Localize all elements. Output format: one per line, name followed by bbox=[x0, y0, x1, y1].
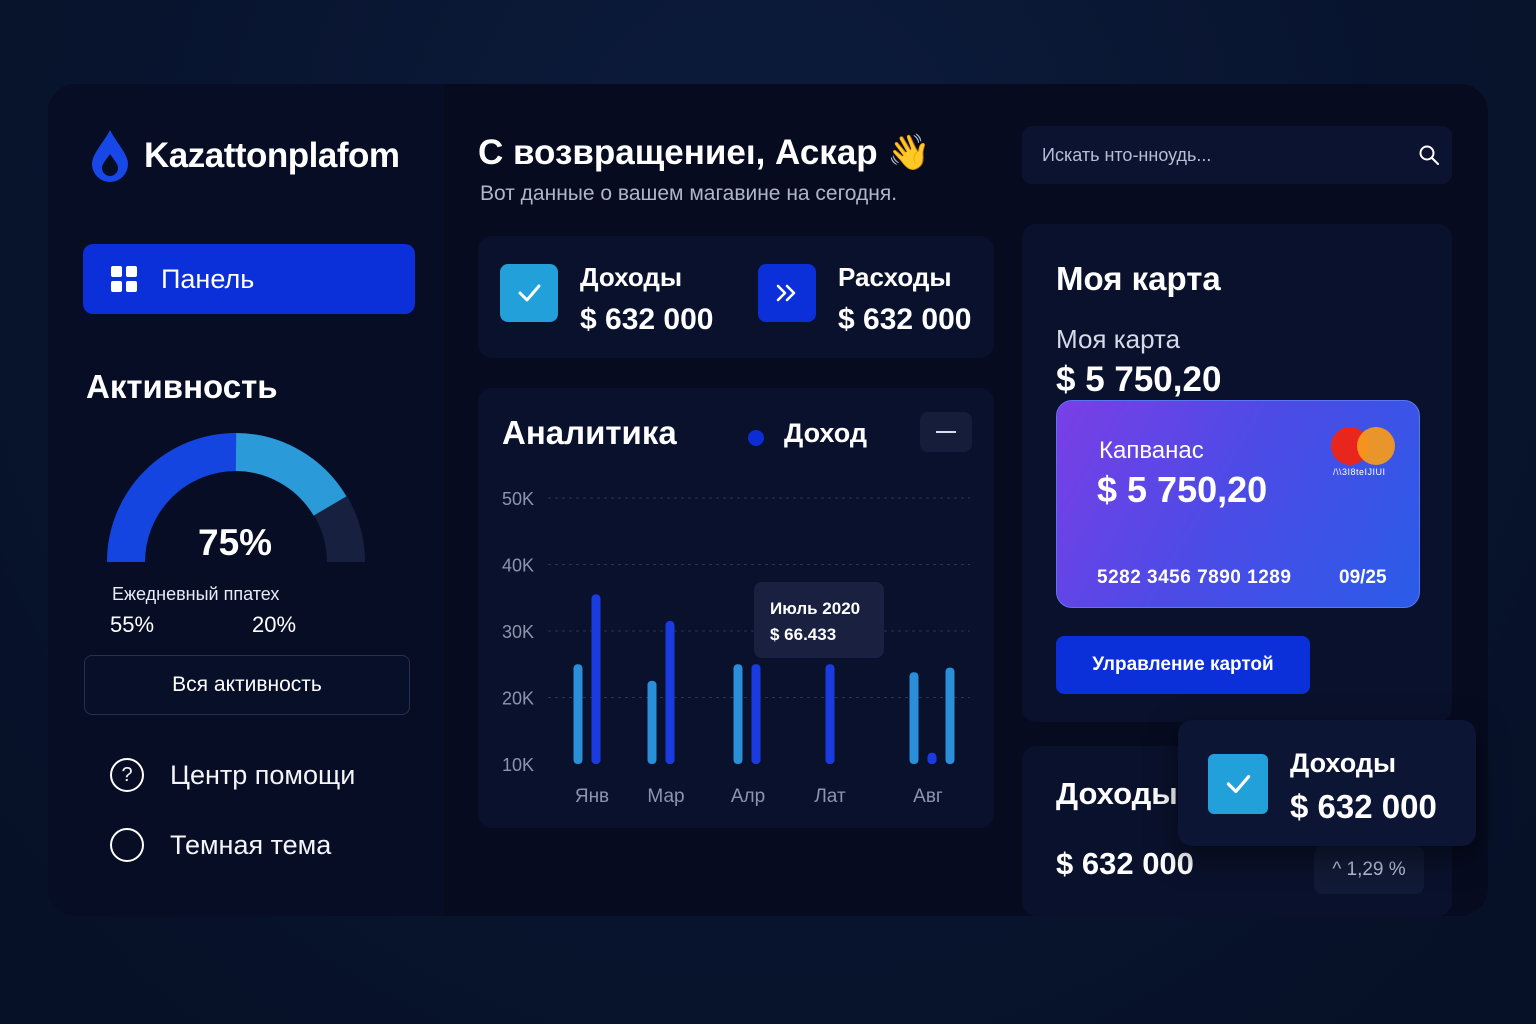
x-tick-label: Авг bbox=[913, 786, 943, 807]
drop-icon bbox=[92, 130, 128, 182]
card-holder: Капванас bbox=[1099, 437, 1204, 464]
floating-card-value: $ 632 000 bbox=[1290, 788, 1437, 825]
page-subtitle: Вот данные о вашем магавине на сегодня. bbox=[480, 182, 898, 205]
page-title: С возвращениeı, Аскар 👋 bbox=[478, 133, 931, 172]
all-activity-button[interactable]: Вся активность bbox=[84, 655, 410, 715]
kpi-label: Доходы bbox=[580, 262, 683, 292]
chart-bar[interactable] bbox=[591, 594, 601, 764]
gauge-segment-primary bbox=[107, 433, 237, 563]
circle-toggle-icon bbox=[110, 828, 144, 862]
chart-bar[interactable] bbox=[825, 664, 835, 764]
kpi-row: Доходы $ 632 000 Расходы $ 632 000 bbox=[478, 236, 994, 358]
chart-bar[interactable] bbox=[945, 667, 955, 764]
collapse-button[interactable] bbox=[920, 412, 972, 452]
gauge-caption: Ежедневный ппатех bbox=[112, 584, 280, 604]
y-tick-label: 50K bbox=[502, 489, 534, 509]
sidebar-item-panel[interactable]: Панель bbox=[83, 244, 415, 314]
x-tick-label: Мар bbox=[647, 786, 684, 807]
analytics-title: Аналитика bbox=[502, 414, 677, 451]
card-expiry: 09/25 bbox=[1339, 567, 1387, 588]
sidebar: Kazattonplafom Панель Активность 75% Еже… bbox=[48, 84, 444, 916]
kpi-value: $ 632 000 bbox=[580, 303, 714, 336]
search-bar[interactable]: Искать нто-нноудь... bbox=[1022, 126, 1452, 184]
income-value: $ 632 000 bbox=[1056, 846, 1194, 881]
chart-bar[interactable] bbox=[647, 680, 657, 764]
sidebar-item-label: Темная тема bbox=[170, 829, 332, 860]
kpi-expenses[interactable]: Расходы $ 632 000 bbox=[758, 236, 971, 337]
activity-title: Активность bbox=[86, 368, 278, 405]
double-chevron-right-icon bbox=[758, 264, 816, 322]
brand-logo[interactable]: Kazattonplafom bbox=[90, 128, 400, 184]
kpi-income[interactable]: Доходы $ 632 000 bbox=[500, 236, 713, 337]
y-tick-label: 10K bbox=[502, 755, 534, 775]
search-icon[interactable] bbox=[1406, 144, 1452, 166]
mastercard-logo-icon: /\\3I8teIJIUI bbox=[1331, 427, 1397, 477]
sidebar-item-help[interactable]: ? Центр помощи bbox=[110, 758, 355, 792]
kpi-value: $ 632 000 bbox=[838, 303, 972, 336]
analytics-panel: Аналитика Доход 50K 40K 30K 20K 10K Янв Мар Алр… bbox=[478, 388, 994, 828]
legend-label: Доход bbox=[784, 418, 868, 448]
tooltip-value: $ 66.433 bbox=[770, 625, 837, 644]
income-title: Доходы bbox=[1056, 776, 1178, 811]
search-input[interactable]: Искать нто-нноудь... bbox=[1042, 144, 1212, 165]
help-icon: ? bbox=[110, 758, 144, 792]
chart-bar[interactable] bbox=[733, 664, 743, 764]
app-window: Kazattonplafom Панель Активность 75% Еже… bbox=[48, 84, 1488, 916]
chart-bar[interactable] bbox=[909, 672, 919, 764]
stat-left: 55% bbox=[110, 612, 155, 637]
kpi-label: Расходы bbox=[838, 262, 952, 292]
floating-income-card[interactable]: Доходы $ 632 000 bbox=[1178, 720, 1476, 846]
manage-card-button[interactable]: Улравление картой bbox=[1056, 636, 1310, 694]
gauge-value: 75% bbox=[198, 522, 273, 563]
card-amount: $ 5 750,20 bbox=[1097, 469, 1268, 510]
chart-bar[interactable] bbox=[927, 752, 937, 764]
trend-badge: ^ 1,29 % bbox=[1314, 846, 1424, 894]
chart-bar[interactable] bbox=[751, 664, 761, 764]
card-brand-text: /\\3I8teIJIUI bbox=[1333, 467, 1386, 477]
x-tick-label: Янв bbox=[575, 786, 609, 807]
legend-marker bbox=[748, 430, 764, 446]
x-tick-label: Лат bbox=[814, 786, 846, 807]
sidebar-item-label: Панель bbox=[161, 263, 255, 294]
stat-right: 20% bbox=[252, 612, 297, 637]
minus-icon bbox=[936, 431, 956, 433]
tooltip-title: Июль 2020 bbox=[770, 599, 861, 618]
card-number: 5282 3456 7890 1289 bbox=[1097, 567, 1292, 588]
activity-gauge bbox=[107, 433, 365, 563]
chart-tooltip: Июль 2020 $ 66.433 bbox=[754, 582, 884, 658]
bank-card[interactable]: Капванас $ 5 750,20 /\\3I8teIJIUI 5282 3… bbox=[1056, 400, 1420, 608]
gauge-segment-secondary bbox=[235, 433, 347, 517]
y-tick-label: 20K bbox=[502, 689, 534, 709]
check-icon bbox=[500, 264, 558, 322]
my-card-panel: Моя карта Моя карта $ 5 750,20 Капванас … bbox=[1022, 224, 1452, 722]
my-card-title: Моя карта bbox=[1056, 260, 1221, 297]
my-card-balance: $ 5 750,20 bbox=[1056, 360, 1222, 399]
sidebar-item-label: Центр помощи bbox=[170, 759, 356, 790]
y-tick-label: 40K bbox=[502, 556, 534, 576]
floating-card-label: Доходы bbox=[1290, 748, 1397, 778]
check-icon bbox=[1208, 754, 1268, 814]
y-tick-label: 30K bbox=[502, 622, 534, 642]
analytics-chart: 50K 40K 30K 20K 10K Янв Мар Алр Лат Авг bbox=[502, 489, 970, 807]
sidebar-item-dark-theme[interactable]: Темная тема bbox=[110, 828, 331, 862]
x-tick-label: Алр bbox=[731, 786, 765, 807]
chart-bar[interactable] bbox=[665, 621, 675, 764]
chart-bar[interactable] bbox=[573, 664, 583, 764]
grid-icon bbox=[111, 266, 137, 292]
brand-name: Kazattonplafom bbox=[144, 136, 400, 175]
my-card-subtitle: Моя карта bbox=[1056, 324, 1181, 354]
